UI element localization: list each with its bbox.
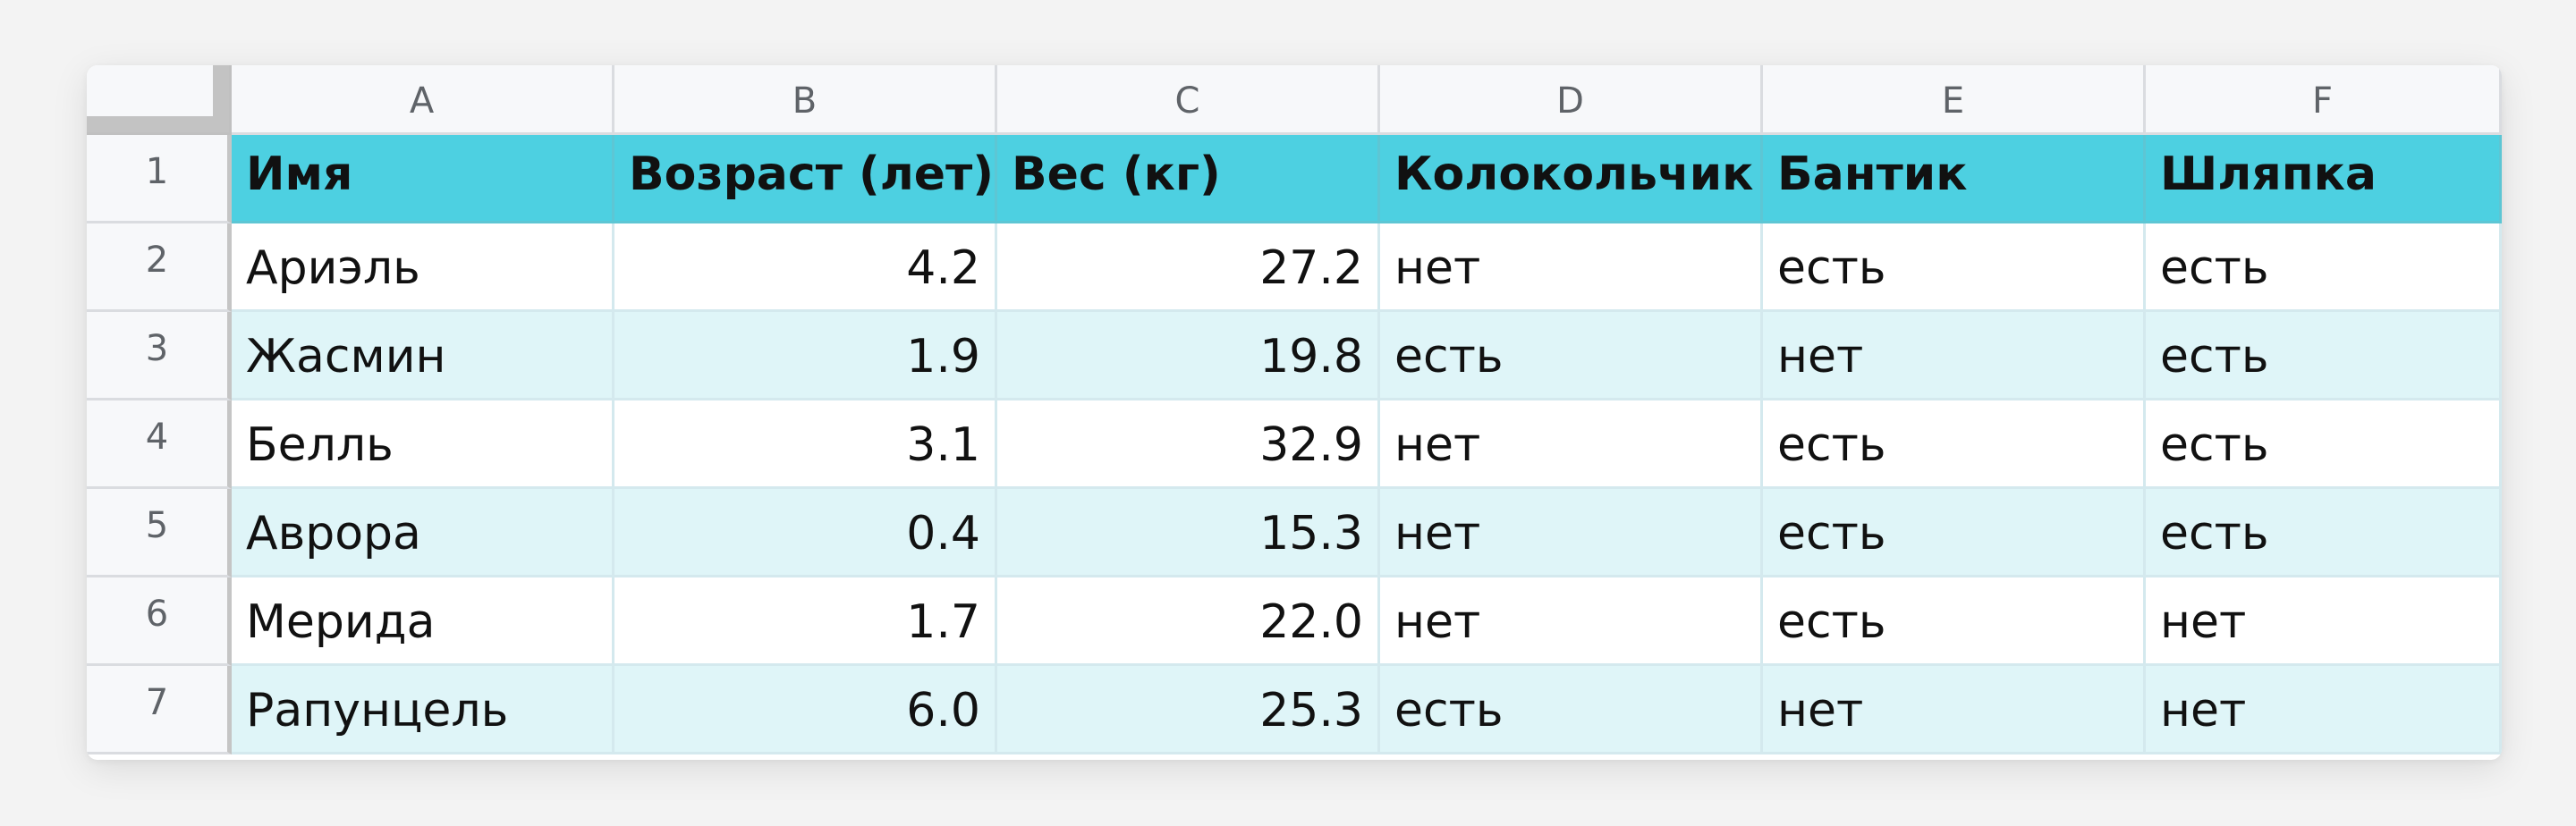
row-header-7[interactable]: 7 [87, 666, 232, 754]
cell-d5[interactable]: нет [1380, 489, 1763, 577]
cell-b1[interactable]: Возраст (лет) [614, 135, 997, 223]
cell-a2[interactable]: Ариэль [232, 223, 614, 312]
cell-c3[interactable]: 19.8 [997, 312, 1380, 400]
row-header-1[interactable]: 1 [87, 135, 232, 223]
cell-a4[interactable]: Белль [232, 400, 614, 489]
cell-d2[interactable]: нет [1380, 223, 1763, 312]
cell-f2[interactable]: есть [2146, 223, 2502, 312]
cell-f3[interactable]: есть [2146, 312, 2502, 400]
cell-b4[interactable]: 3.1 [614, 400, 997, 489]
cell-b3[interactable]: 1.9 [614, 312, 997, 400]
cell-a6[interactable]: Мерида [232, 577, 614, 666]
cell-f5[interactable]: есть [2146, 489, 2502, 577]
cell-f4[interactable]: есть [2146, 400, 2502, 489]
cell-c7[interactable]: 25.3 [997, 666, 1380, 754]
cell-b7[interactable]: 6.0 [614, 666, 997, 754]
cell-d1[interactable]: Колокольчик [1380, 135, 1763, 223]
cell-a5[interactable]: Аврора [232, 489, 614, 577]
column-header-f[interactable]: F [2146, 65, 2502, 135]
spreadsheet: A B C D E F 1 Имя Возраст (лет) Вес (кг)… [87, 65, 2502, 760]
cell-a7[interactable]: Рапунцель [232, 666, 614, 754]
row-header-6[interactable]: 6 [87, 577, 232, 666]
row-header-3[interactable]: 3 [87, 312, 232, 400]
cell-f6[interactable]: нет [2146, 577, 2502, 666]
cell-e3[interactable]: нет [1763, 312, 2146, 400]
cell-d4[interactable]: нет [1380, 400, 1763, 489]
cell-b2[interactable]: 4.2 [614, 223, 997, 312]
row-header-2[interactable]: 2 [87, 223, 232, 312]
cell-c5[interactable]: 15.3 [997, 489, 1380, 577]
cell-e2[interactable]: есть [1763, 223, 2146, 312]
column-header-e[interactable]: E [1763, 65, 2146, 135]
cell-c1[interactable]: Вес (кг) [997, 135, 1380, 223]
column-header-d[interactable]: D [1380, 65, 1763, 135]
spreadsheet-grid: A B C D E F 1 Имя Возраст (лет) Вес (кг)… [87, 65, 2502, 754]
cell-c2[interactable]: 27.2 [997, 223, 1380, 312]
cell-d6[interactable]: нет [1380, 577, 1763, 666]
cell-b6[interactable]: 1.7 [614, 577, 997, 666]
cell-b5[interactable]: 0.4 [614, 489, 997, 577]
column-header-c[interactable]: C [997, 65, 1380, 135]
cell-e6[interactable]: есть [1763, 577, 2146, 666]
cell-a3[interactable]: Жасмин [232, 312, 614, 400]
cell-e7[interactable]: нет [1763, 666, 2146, 754]
cell-c4[interactable]: 32.9 [997, 400, 1380, 489]
cell-e5[interactable]: есть [1763, 489, 2146, 577]
row-header-4[interactable]: 4 [87, 400, 232, 489]
cell-e4[interactable]: есть [1763, 400, 2146, 489]
cell-f7[interactable]: нет [2146, 666, 2502, 754]
column-header-a[interactable]: A [232, 65, 614, 135]
column-header-b[interactable]: B [614, 65, 997, 135]
cell-d7[interactable]: есть [1380, 666, 1763, 754]
cell-f1[interactable]: Шляпка [2146, 135, 2502, 223]
cell-a1[interactable]: Имя [232, 135, 614, 223]
row-header-5[interactable]: 5 [87, 489, 232, 577]
select-all-corner[interactable] [87, 65, 232, 135]
cell-d3[interactable]: есть [1380, 312, 1763, 400]
cell-c6[interactable]: 22.0 [997, 577, 1380, 666]
cell-e1[interactable]: Бантик [1763, 135, 2146, 223]
